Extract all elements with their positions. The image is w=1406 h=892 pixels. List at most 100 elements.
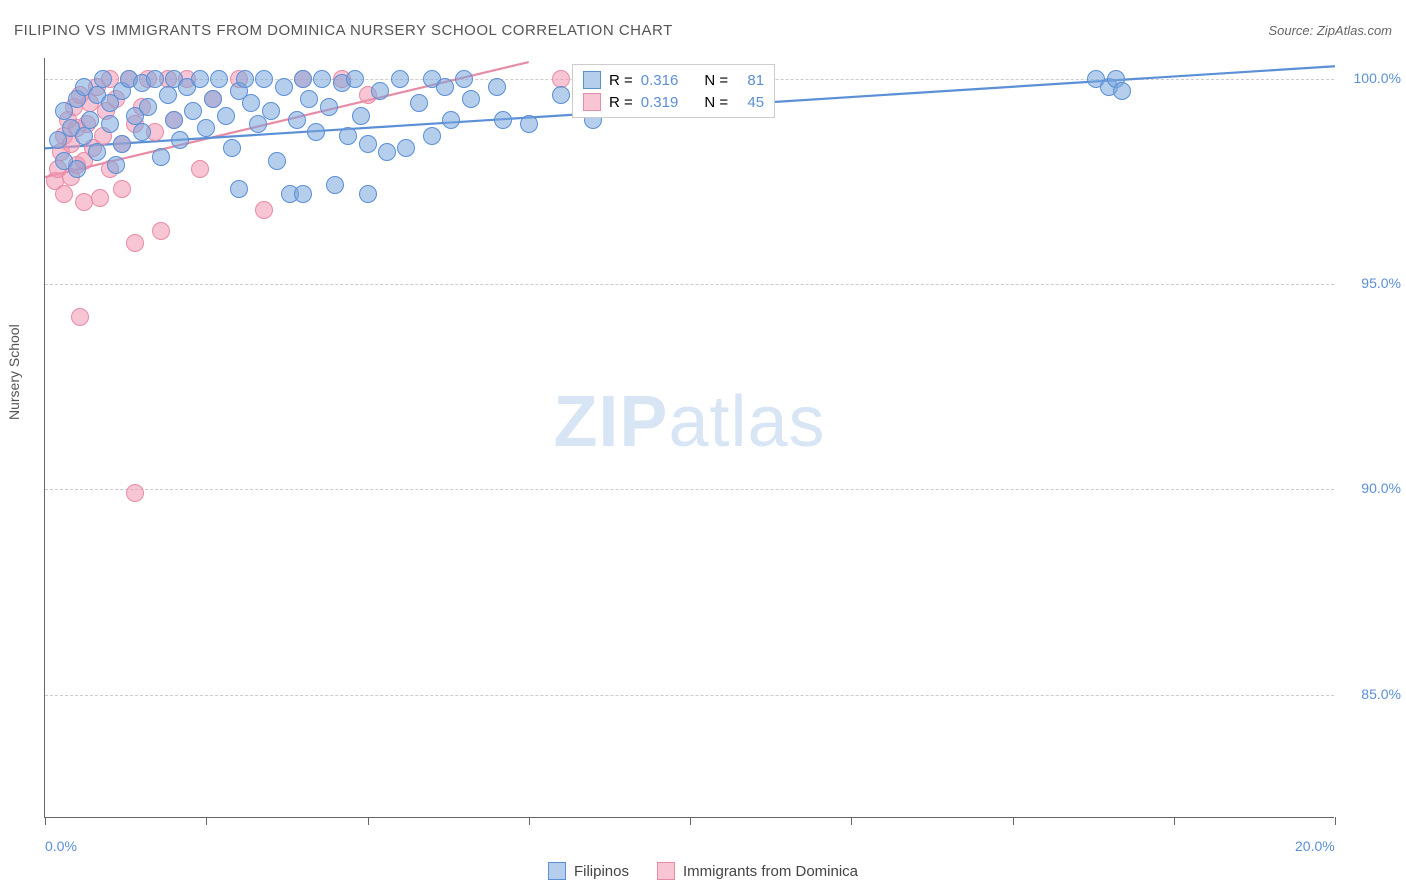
x-tick-mark [690, 817, 691, 825]
data-point [165, 111, 183, 129]
data-point [462, 90, 480, 108]
legend-swatch [657, 862, 675, 880]
legend-r-value: 0.319 [641, 94, 679, 111]
x-tick-mark [1335, 817, 1336, 825]
data-point [101, 115, 119, 133]
series-label: Filipinos [574, 863, 629, 880]
legend-row: R = 0.319N = 45 [583, 91, 764, 113]
data-point [346, 70, 364, 88]
legend-n-label: N = [704, 72, 728, 89]
legend-r-value: 0.316 [641, 72, 679, 89]
series-label: Immigrants from Dominica [683, 863, 858, 880]
x-tick-mark [368, 817, 369, 825]
data-point [210, 70, 228, 88]
data-point [552, 70, 570, 88]
source-label: Source: ZipAtlas.com [1268, 23, 1392, 38]
data-point [552, 86, 570, 104]
data-point [94, 70, 112, 88]
x-tick-mark [1013, 817, 1014, 825]
data-point [494, 111, 512, 129]
data-point [91, 189, 109, 207]
data-point [133, 123, 151, 141]
data-point [378, 143, 396, 161]
watermark-light: atlas [668, 382, 825, 462]
data-point [339, 127, 357, 145]
data-point [268, 152, 286, 170]
x-tick-label: 0.0% [45, 838, 77, 854]
legend-n-label: N = [704, 94, 728, 111]
watermark-bold: ZIP [553, 382, 668, 462]
data-point [307, 123, 325, 141]
data-point [359, 185, 377, 203]
data-point [397, 139, 415, 157]
data-point [204, 90, 222, 108]
x-tick-label: 20.0% [1295, 838, 1335, 854]
chart-title: FILIPINO VS IMMIGRANTS FROM DOMINICA NUR… [14, 22, 673, 39]
data-point [1113, 82, 1131, 100]
data-point [171, 131, 189, 149]
legend-row: R = 0.316 N = 81 [583, 69, 764, 91]
data-point [294, 185, 312, 203]
data-point [191, 160, 209, 178]
bottom-legend-item: Filipinos [548, 862, 629, 880]
y-tick-label: 85.0% [1341, 686, 1401, 702]
data-point [191, 70, 209, 88]
data-point [81, 111, 99, 129]
grid-line [45, 284, 1334, 285]
data-point [436, 78, 454, 96]
data-point [262, 102, 280, 120]
data-point [184, 102, 202, 120]
data-point [107, 156, 125, 174]
x-tick-mark [1174, 817, 1175, 825]
data-point [352, 107, 370, 125]
data-point [300, 90, 318, 108]
data-point [320, 98, 338, 116]
legend-swatch [583, 71, 601, 89]
y-tick-label: 95.0% [1341, 275, 1401, 291]
data-point [423, 127, 441, 145]
bottom-legend: Filipinos Immigrants from Dominica [0, 862, 1406, 880]
data-point [242, 94, 260, 112]
legend-n-value: 81 [736, 72, 764, 89]
data-point [294, 70, 312, 88]
data-point [126, 484, 144, 502]
x-tick-mark [851, 817, 852, 825]
data-point [152, 222, 170, 240]
data-point [217, 107, 235, 125]
scatter-plot-area: ZIPatlas 85.0%90.0%95.0%100.0%0.0%20.0% [44, 58, 1334, 818]
data-point [68, 160, 86, 178]
stats-legend-box: R = 0.316N = 81R = 0.319N = 45 [572, 64, 775, 118]
data-point [288, 111, 306, 129]
data-point [113, 135, 131, 153]
data-point [146, 70, 164, 88]
x-tick-mark [45, 817, 46, 825]
y-axis-title: Nursery School [6, 324, 22, 420]
data-point [197, 119, 215, 137]
data-point [275, 78, 293, 96]
x-tick-mark [206, 817, 207, 825]
data-point [152, 148, 170, 166]
data-point [71, 308, 89, 326]
data-point [223, 139, 241, 157]
legend-swatch [583, 93, 601, 111]
data-point [410, 94, 428, 112]
y-tick-label: 90.0% [1341, 480, 1401, 496]
legend-swatch [548, 862, 566, 880]
data-point [313, 70, 331, 88]
data-point [391, 70, 409, 88]
data-point [255, 201, 273, 219]
data-point [442, 111, 460, 129]
data-point [113, 180, 131, 198]
data-point [359, 135, 377, 153]
data-point [88, 143, 106, 161]
data-point [455, 70, 473, 88]
watermark: ZIPatlas [553, 381, 825, 463]
legend-r-label: R = [609, 94, 633, 111]
data-point [159, 86, 177, 104]
data-point [326, 176, 344, 194]
grid-line [45, 489, 1334, 490]
x-tick-mark [529, 817, 530, 825]
legend-r-label: R = [609, 72, 633, 89]
data-point [488, 78, 506, 96]
data-point [255, 70, 273, 88]
